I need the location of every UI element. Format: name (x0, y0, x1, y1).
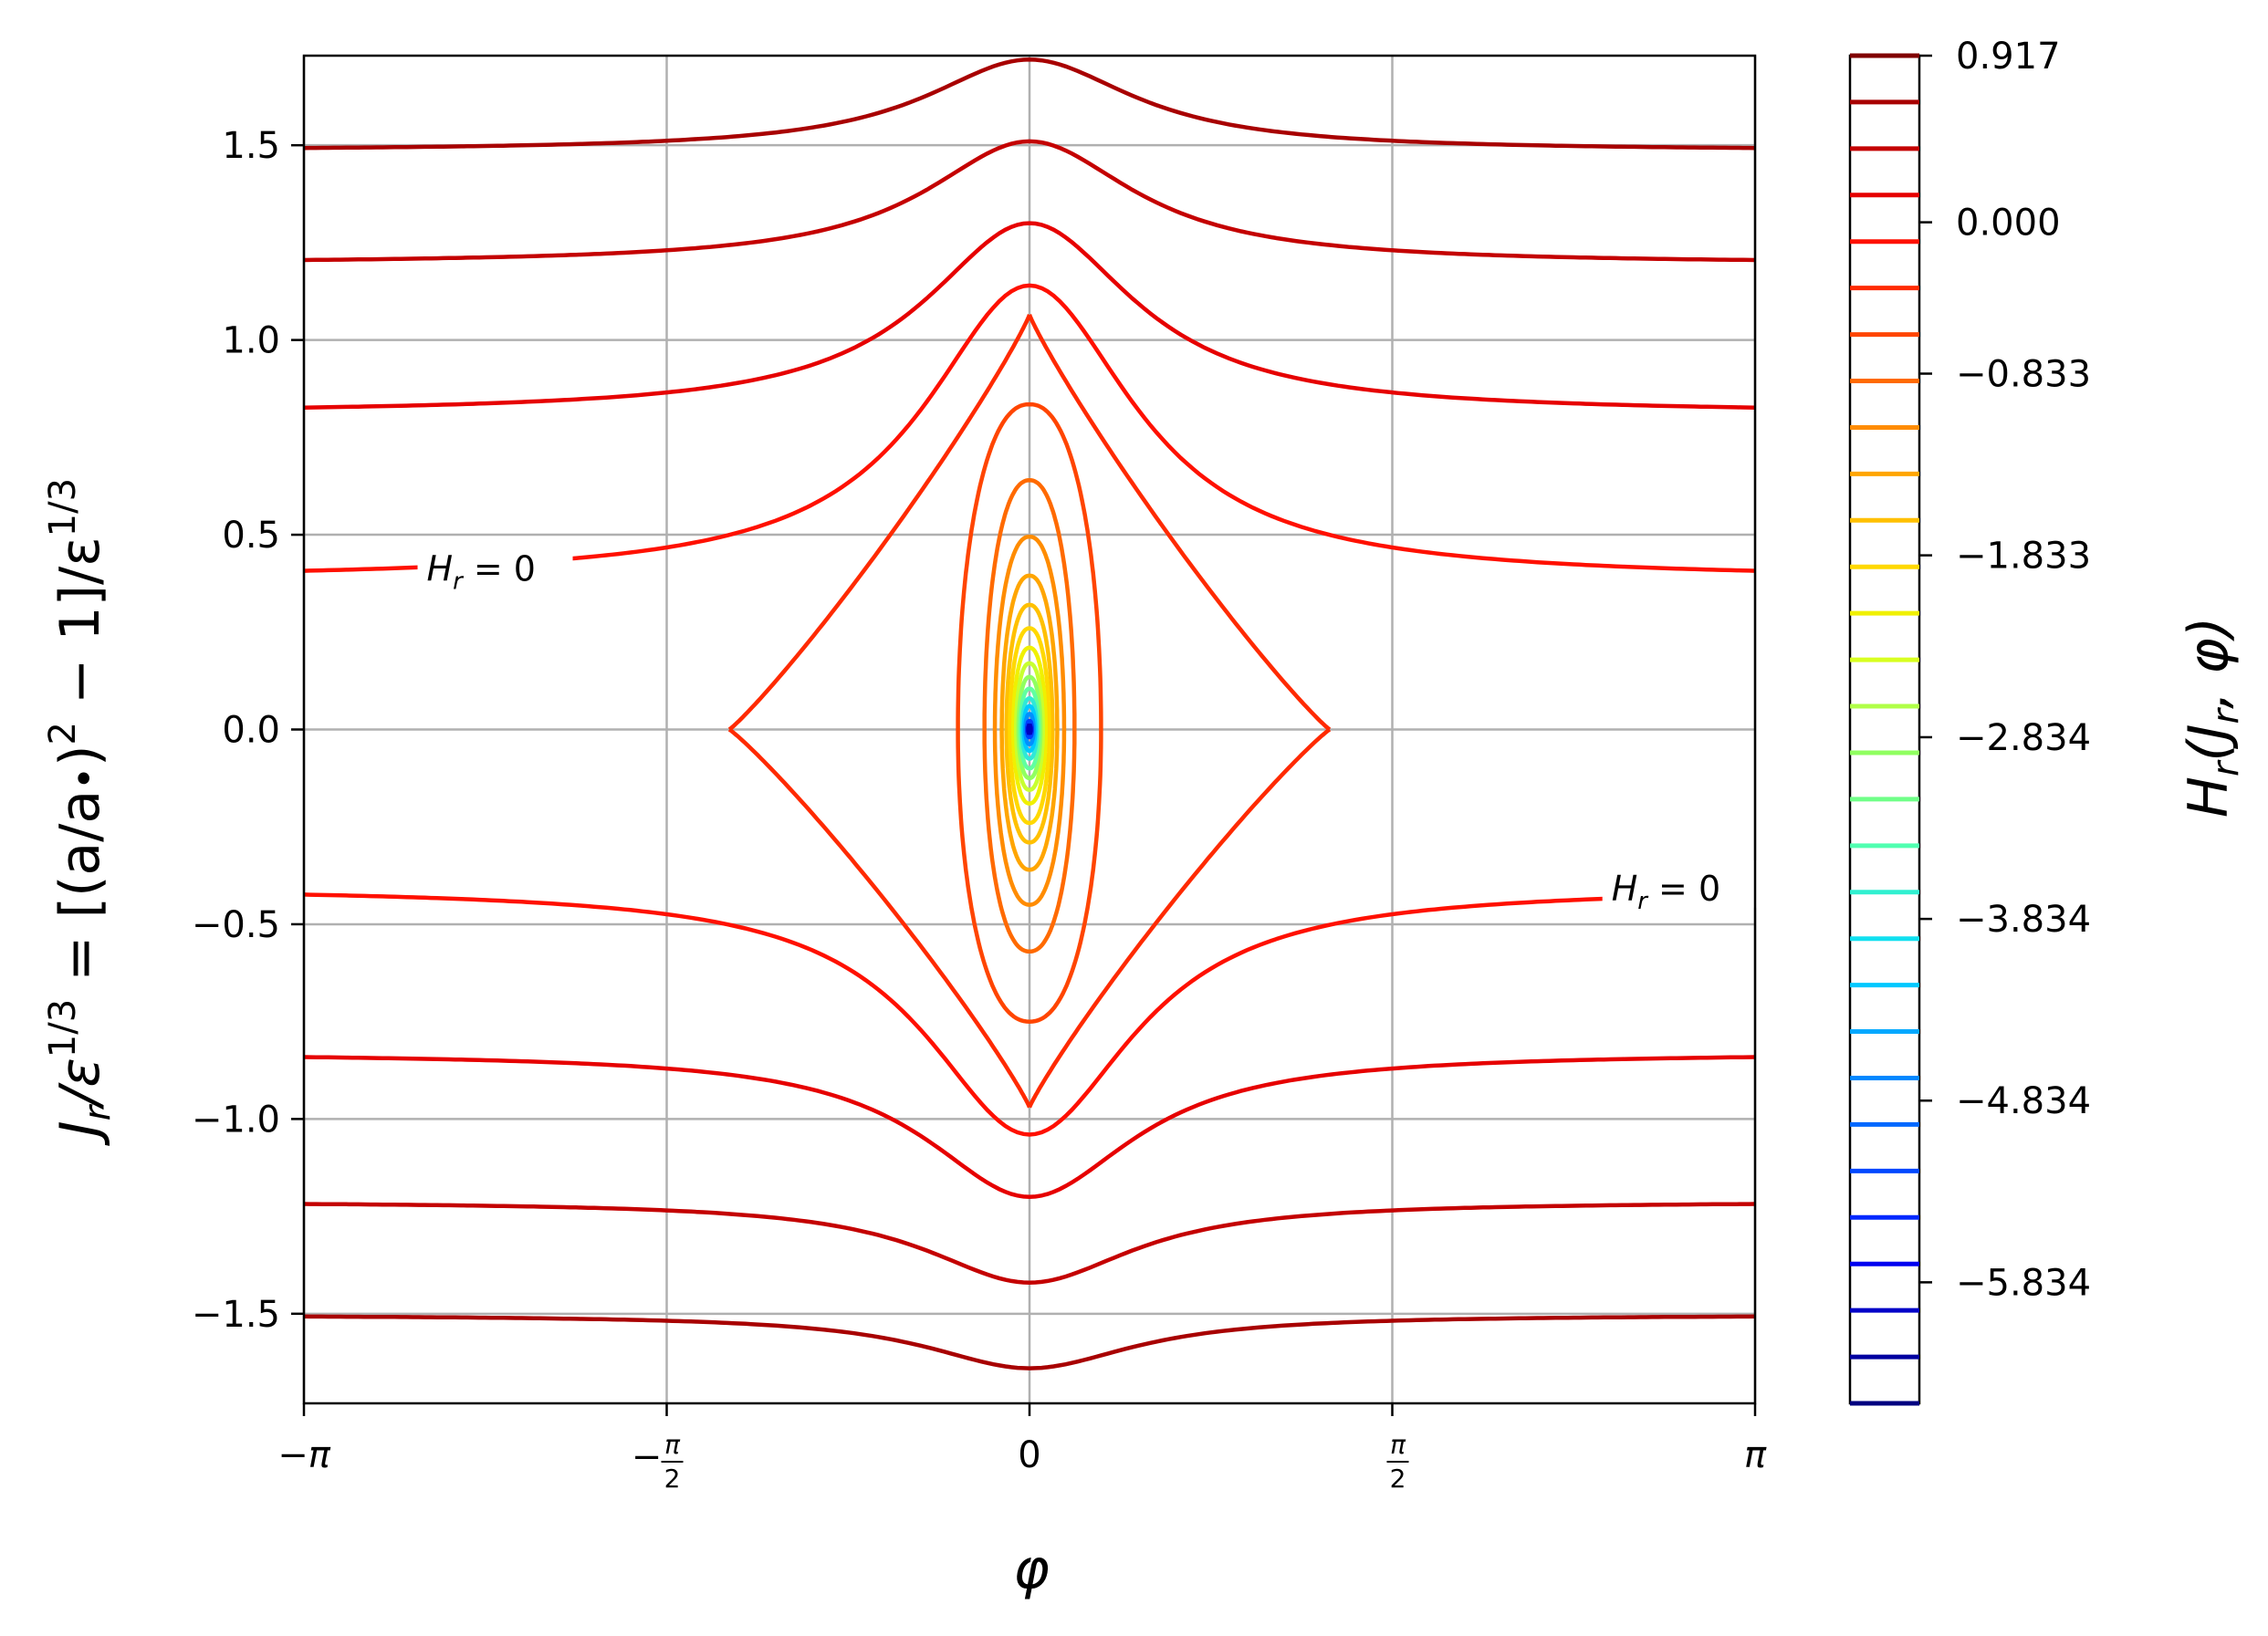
x-tick-minus: − (632, 1436, 663, 1478)
contour-closed (1014, 661, 1045, 792)
colorbar-tick-label: −2.834 (1956, 717, 2091, 759)
contour-lines (303, 57, 1756, 1370)
contour-closed (1008, 626, 1051, 826)
colorbar-label: Hr(Jr, φ) (2177, 617, 2247, 818)
x-tick-numerator: π (664, 1430, 681, 1460)
contour-closed (992, 534, 1067, 907)
colorbar-frame (1848, 54, 1921, 1405)
colorbar-tick-label: −1.833 (1956, 536, 2091, 578)
x-tick-label: π (1744, 1434, 1767, 1476)
contour-open-lower (303, 1314, 1756, 1370)
contour-separatrix (727, 313, 1332, 1109)
y-tick-label: 1.0 (222, 320, 280, 362)
colorbar (1848, 53, 1921, 1406)
contour-open-upper (303, 139, 1756, 263)
y-tick-label: 0.0 (222, 710, 280, 752)
colorbar-tick-label: 0.000 (1956, 203, 2061, 245)
contour-open-upper (303, 57, 1756, 151)
contour-label-text: Hr = 0 (1612, 869, 1720, 915)
colorbar-tick-label: −4.834 (1956, 1080, 2091, 1122)
contour-labels: Hr = 0 Hr = 0 (417, 540, 1758, 915)
contour-label-text: Hr = 0 (427, 549, 536, 596)
x-axis-label: φ (1013, 1537, 1050, 1601)
contour-closed (1026, 723, 1033, 735)
y-axis-ticks: −1.5 −1.0 −0.5 0.0 0.5 1.0 1.5 (192, 125, 304, 1336)
contour-label-background (1602, 860, 1758, 908)
contour-open-lower (303, 1202, 1756, 1285)
contour-closed (999, 573, 1060, 872)
y-tick-label: 1.5 (222, 125, 280, 167)
contour-open-lower (303, 1055, 1756, 1200)
x-tick-label: −π (277, 1434, 331, 1476)
x-tick-denominator: 2 (664, 1464, 681, 1494)
x-tick-label-fraction: − π 2 (632, 1430, 684, 1494)
contour-open-lower (303, 892, 1756, 1137)
x-axis-ticks: −π − π20 π2π (277, 1403, 1767, 1494)
colorbar-tick-label: −5.834 (1956, 1262, 2091, 1304)
y-tick-label: −0.5 (192, 904, 280, 946)
y-axis-label: Jr/ε1/3 = [(a/a•)2 − 1]/ε1/3 (42, 478, 119, 1146)
y-tick-label: −1.0 (192, 1099, 280, 1141)
y-tick-label: 0.5 (222, 515, 280, 557)
x-tick-label: 0 (1018, 1434, 1040, 1476)
contour-open-upper (303, 221, 1756, 410)
contour-label-background (417, 540, 573, 589)
x-tick-label-fraction: π2 (1386, 1430, 1409, 1494)
contour-closed (1011, 645, 1048, 806)
contour-closed (1004, 602, 1055, 845)
contour-closed (982, 478, 1077, 954)
colorbar-tick-label: −3.834 (1956, 899, 2091, 941)
contour-closed (956, 401, 1103, 1024)
x-tick-numerator: π (1390, 1430, 1406, 1460)
colorbar-tick-label: −0.833 (1956, 353, 2091, 395)
y-tick-label: −1.5 (192, 1294, 280, 1336)
colorbar-ticks: 0.917 0.000 −0.833 −1.833 −2.834 −3.834 −4.834… (1919, 36, 2091, 1304)
x-tick-denominator: 2 (1390, 1464, 1406, 1494)
colorbar-tick-label: 0.917 (1956, 36, 2061, 78)
